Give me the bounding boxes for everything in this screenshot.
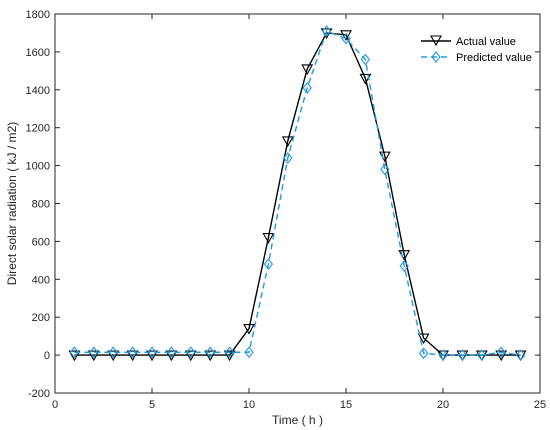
plot-area [55, 14, 540, 393]
axis-ticks: 0 5 10 15 20 25-20002004006008001000120014001… [26, 9, 547, 411]
data-point [495, 350, 508, 362]
y-tick-label: -200 [28, 388, 50, 400]
x-tick-label: 15 [340, 399, 352, 411]
x-tick-label: 20 [437, 399, 449, 411]
y-tick-label: 200 [32, 312, 50, 324]
data-point [341, 32, 351, 45]
data-point [68, 350, 81, 362]
data-point [477, 349, 487, 361]
data-point [496, 346, 506, 359]
data-point [243, 324, 255, 335]
data-point [457, 349, 468, 361]
y-tick-label: 1800 [26, 9, 50, 21]
x-tick-label: 25 [534, 399, 546, 411]
data-point [224, 346, 235, 359]
data-point [281, 136, 294, 148]
x-tick-label: 10 [243, 399, 255, 411]
data-point [87, 350, 100, 362]
series-predicted [69, 25, 526, 361]
data-point [126, 350, 139, 362]
data-point [165, 350, 178, 362]
data-point [437, 350, 449, 362]
data-point [321, 25, 332, 37]
data-point [360, 53, 371, 66]
legend-label-actual: Actual value [456, 36, 516, 48]
data-point [204, 350, 217, 362]
data-point [186, 346, 196, 359]
legend-label-predicted: Predicted value [456, 52, 532, 64]
x-tick-label: 0 [52, 399, 58, 411]
data-point [399, 260, 409, 272]
data-point [89, 346, 99, 359]
data-point [184, 350, 197, 362]
data-point [380, 163, 390, 176]
y-axis-label: Direct solar radiation ( kJ / m2) [5, 122, 19, 285]
y-tick-label: 600 [32, 236, 50, 248]
data-point [417, 333, 430, 345]
data-point [69, 346, 80, 359]
data-point [263, 258, 274, 271]
y-tick-label: 400 [32, 274, 50, 286]
data-point [301, 64, 314, 76]
series-line [74, 30, 521, 356]
series-actual [68, 28, 527, 362]
legend-marker-actual [430, 35, 442, 47]
data-point [515, 349, 526, 361]
data-point [166, 346, 177, 359]
y-tick-label: 800 [32, 199, 50, 211]
data-point [438, 349, 448, 361]
data-point [359, 73, 372, 85]
data-point [205, 346, 215, 359]
y-tick-label: 1400 [26, 85, 50, 97]
data-point [514, 350, 527, 362]
data-point [127, 346, 138, 359]
data-point [108, 346, 118, 359]
data-point [223, 350, 236, 362]
data-point [302, 82, 312, 94]
legend-marker-predicted [431, 51, 441, 63]
data-point [146, 350, 158, 362]
series-layer [68, 25, 527, 362]
data-point [283, 152, 293, 164]
data-point [262, 233, 275, 244]
y-tick-label: 1200 [26, 123, 50, 135]
data-point [340, 30, 352, 41]
y-tick-label: 0 [44, 350, 50, 362]
data-point [147, 346, 157, 359]
data-point [418, 347, 429, 360]
legend: Actual value Predicted value [416, 33, 534, 67]
x-tick-label: 5 [149, 399, 155, 411]
data-point [107, 350, 120, 362]
data-point [244, 346, 254, 359]
y-tick-label: 1600 [26, 47, 50, 59]
y-tick-label: 1000 [26, 161, 50, 173]
x-axis-label: Time ( h ) [272, 413, 323, 427]
plot-frame [54, 13, 541, 394]
